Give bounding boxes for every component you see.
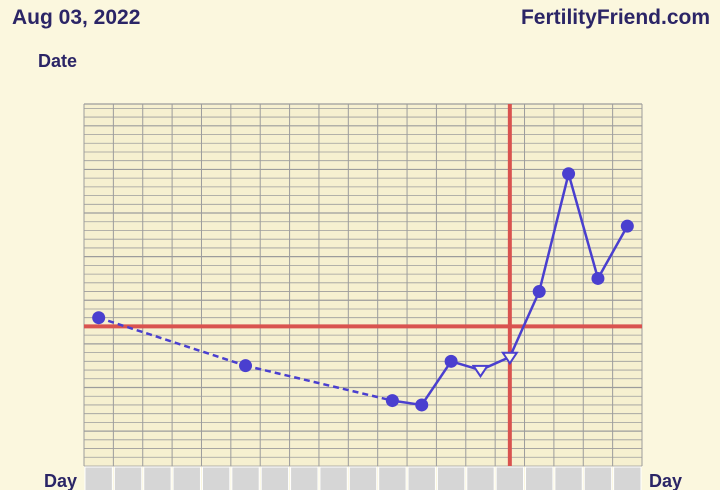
- day-cell: [378, 466, 407, 490]
- data-point: [239, 359, 253, 373]
- data-point: [532, 285, 546, 299]
- plot-area: [84, 104, 642, 466]
- day-cell: [436, 466, 466, 490]
- data-point: [444, 354, 458, 368]
- day-row-label-left: Day: [44, 471, 77, 490]
- day-cell: [466, 466, 495, 490]
- data-point: [92, 311, 106, 325]
- chart-date: Aug 03, 2022: [12, 6, 140, 29]
- day-cell: [525, 466, 554, 490]
- day-cell: [113, 466, 143, 490]
- data-point: [591, 271, 605, 285]
- day-cell: [583, 466, 613, 490]
- grid-layer: [83, 103, 643, 490]
- day-cell: [407, 466, 436, 490]
- data-point: [385, 394, 399, 408]
- day-cell: [143, 466, 172, 490]
- lines-layer: [84, 104, 642, 466]
- day-cell: [231, 466, 260, 490]
- day-cell: [290, 466, 319, 490]
- day-cell: [554, 466, 583, 490]
- series-segment: [508, 291, 541, 358]
- day-cell: [613, 466, 642, 490]
- data-point: [562, 167, 576, 181]
- brand-name: FertilityFriend.com: [521, 6, 710, 29]
- series-segment: [98, 316, 246, 367]
- series-segment: [567, 173, 600, 279]
- data-point-triangle: [471, 364, 490, 379]
- data-point: [620, 219, 634, 233]
- data-point-triangle: [500, 351, 519, 366]
- day-cell: [348, 466, 378, 490]
- series-segment: [245, 364, 393, 402]
- day-row-label-right: Day: [649, 471, 682, 490]
- day-cell: [260, 466, 290, 490]
- series-segment: [420, 360, 453, 406]
- series-segment: [596, 225, 629, 280]
- series-segment: [537, 173, 570, 292]
- data-point: [415, 398, 429, 412]
- day-cell: [172, 466, 201, 490]
- day-cell: [84, 466, 113, 490]
- date-row-label: Date: [38, 51, 77, 71]
- marks-layer: [92, 167, 634, 412]
- day-cell: [201, 466, 231, 490]
- day-cell: [495, 466, 525, 490]
- day-cell: [319, 466, 348, 490]
